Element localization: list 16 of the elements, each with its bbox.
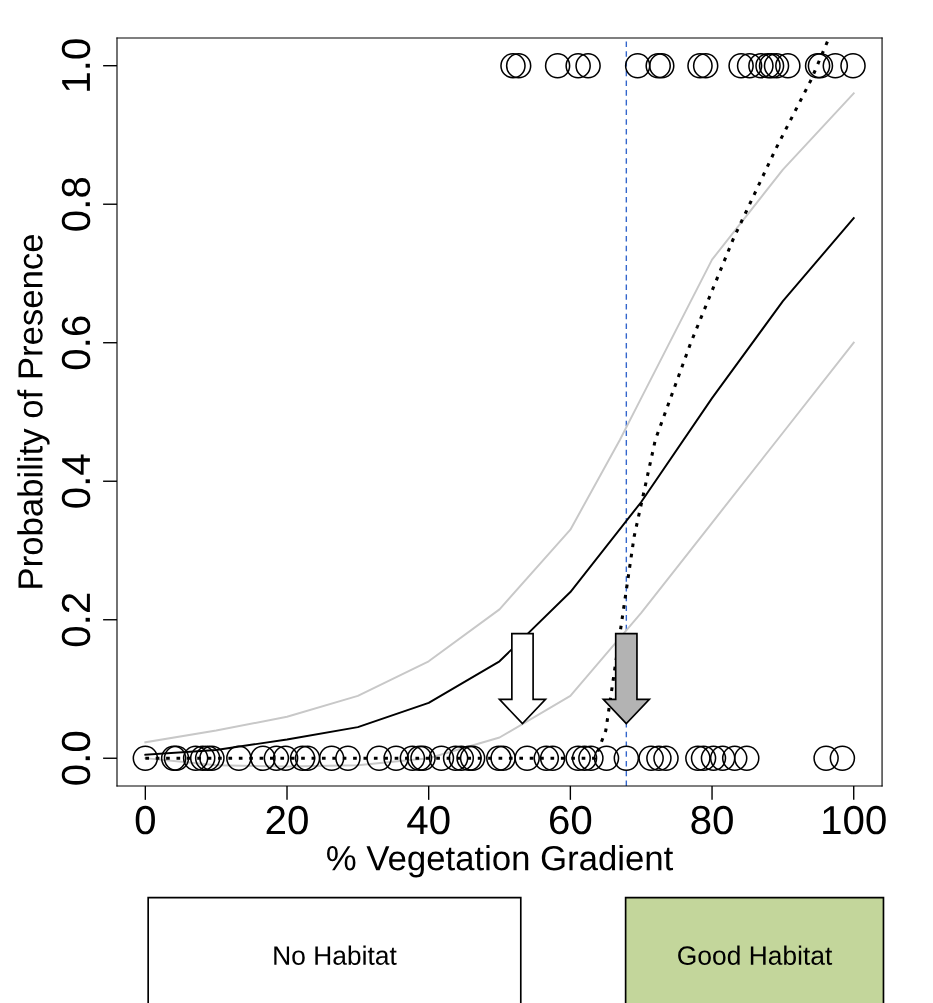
x-tick-label: 60	[550, 805, 592, 835]
x-tick-label: 0	[135, 805, 155, 835]
text: Good Habitat	[678, 945, 833, 965]
x-tick-label: 40	[407, 805, 450, 835]
x-axis-title: % Vegetation Gradient	[327, 845, 674, 878]
x-tick-label: 80	[691, 805, 733, 835]
x-tick-label: 100	[823, 805, 886, 835]
y-axis-title: Probability of Presence	[17, 234, 50, 588]
y-tick-label: 0.6	[61, 316, 91, 370]
y-tick-label: 0.4	[61, 454, 91, 508]
text: No Habitat	[274, 945, 397, 965]
y-tick-label: 0.8	[61, 177, 91, 231]
y-tick-label: 1.0	[61, 39, 91, 91]
x-tick-label: 20	[266, 805, 308, 835]
y-tick-label: 0.2	[61, 593, 91, 647]
y-tick-label: 0.0	[61, 731, 91, 785]
